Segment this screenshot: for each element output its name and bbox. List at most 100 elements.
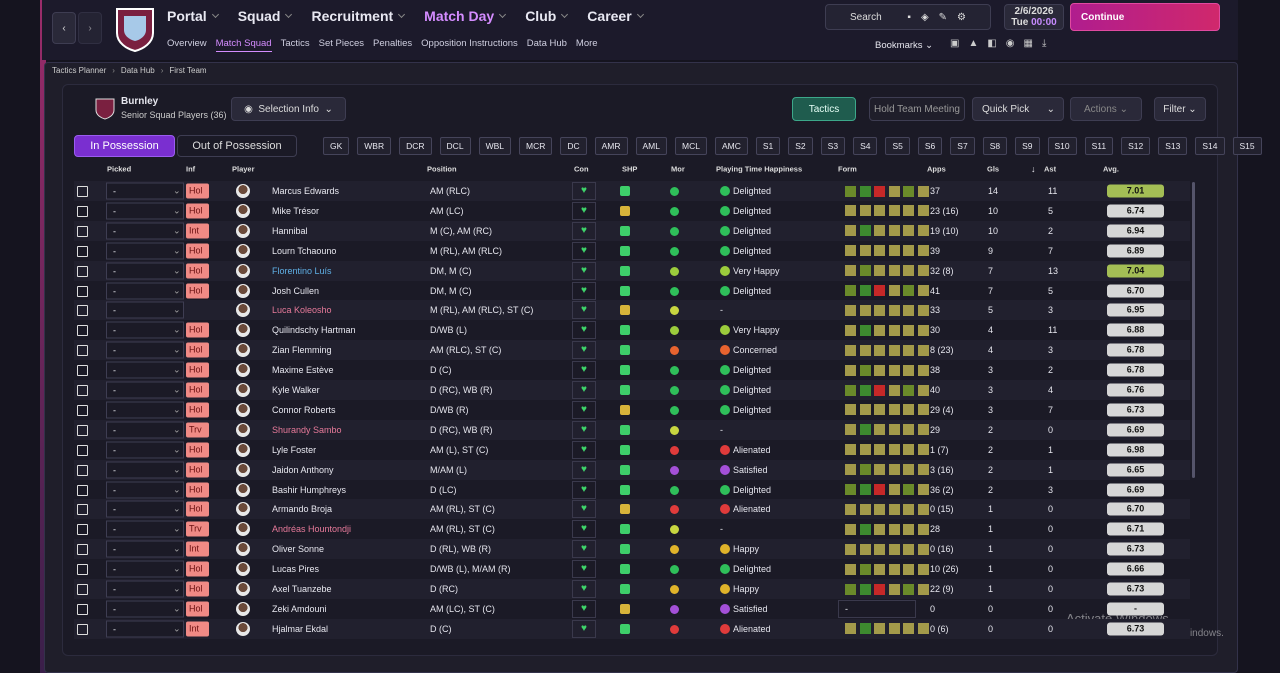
column-header[interactable]: Mor [671,164,685,174]
quick-pick-button[interactable]: Quick Pick ⌄ [972,97,1064,121]
player-name[interactable]: Lourn Tchaouno [272,245,337,256]
picked-dropdown[interactable]: - [106,321,184,339]
column-header[interactable]: Picked [107,164,132,174]
player-name[interactable]: Mike Trésor [272,205,320,216]
picked-dropdown[interactable]: - [106,520,184,538]
row-checkbox[interactable] [77,385,88,396]
sub-nav-item[interactable]: Opposition Instructions [421,38,518,49]
picked-dropdown[interactable]: - [106,222,184,240]
column-header[interactable]: Player [232,164,255,174]
row-checkbox[interactable] [77,484,88,496]
column-header[interactable]: Gls [987,164,1000,174]
position-button[interactable]: S4 [853,137,878,155]
player-name[interactable]: Oliver Sonne [272,544,325,555]
player-name[interactable]: Hjalmar Ekdal [272,623,329,634]
row-checkbox[interactable] [77,245,88,257]
position-button[interactable]: S6 [917,137,943,155]
row-checkbox[interactable] [77,603,88,615]
nav-item[interactable]: Club [525,8,569,24]
player-name[interactable]: Josh Cullen [272,285,320,296]
picked-dropdown[interactable]: - [106,500,184,518]
row-checkbox[interactable] [77,464,88,476]
picked-dropdown[interactable]: - [106,580,184,598]
filter-button[interactable]: Filter ⌄ [1154,97,1206,121]
sub-nav-item[interactable]: More [575,38,598,49]
position-button[interactable]: S9 [1015,137,1040,155]
player-name[interactable]: Andréas Hountondji [272,524,352,535]
player-name[interactable]: Quilindschy Hartman [272,325,356,336]
sub-nav-item[interactable]: Tactics [280,38,310,49]
picked-dropdown[interactable]: - [106,182,184,200]
row-checkbox[interactable] [77,345,88,357]
position-button[interactable]: GK [323,137,350,155]
out-possession-tab[interactable]: Out of Possession [177,135,297,157]
picked-dropdown[interactable]: - [106,461,184,479]
position-button[interactable]: S15 [1232,137,1262,155]
row-checkbox[interactable] [77,305,88,317]
player-name[interactable]: Marcus Edwards [272,186,340,196]
row-checkbox[interactable] [77,225,88,237]
position-button[interactable]: MCL [675,137,707,155]
position-button[interactable]: DCR [399,137,432,155]
picked-dropdown[interactable]: - [106,381,184,399]
column-header[interactable]: Avg. [1103,164,1119,174]
nav-item[interactable]: Match Day [424,8,507,24]
picked-dropdown[interactable]: - [106,481,184,498]
row-checkbox[interactable] [77,424,88,436]
picked-dropdown[interactable]: - [106,560,184,578]
sub-nav-item[interactable]: Overview [167,38,207,49]
row-checkbox[interactable] [77,265,88,277]
player-name[interactable]: Jaidon Anthony [272,464,334,475]
row-checkbox[interactable] [77,444,88,456]
player-name[interactable]: Florentino Luís [272,265,332,276]
sub-nav-item[interactable]: Data Hub [526,38,567,49]
position-button[interactable]: S12 [1121,137,1151,155]
player-name[interactable]: Lyle Foster [272,444,317,455]
position-button[interactable]: S7 [950,137,975,155]
picked-dropdown[interactable]: - [106,600,184,618]
nav-item[interactable]: Portal [167,8,219,24]
picked-dropdown[interactable]: - [106,301,184,319]
position-button[interactable]: AMC [714,137,748,155]
player-name[interactable]: Kyle Walker [272,385,320,395]
position-button[interactable]: WBR [357,137,392,155]
selection-info-button[interactable]: ◉ Selection Info ⌄ [231,97,346,121]
row-checkbox[interactable] [77,504,88,516]
position-button[interactable]: S14 [1195,137,1225,155]
continue-button[interactable]: Continue [1070,3,1220,31]
column-header[interactable]: Inf [186,164,196,174]
picked-dropdown[interactable]: - [106,421,184,439]
position-button[interactable]: S8 [982,137,1008,155]
picked-dropdown[interactable]: - [106,401,184,419]
bookmarks[interactable]: Bookmarks ⌄ [875,40,934,51]
row-checkbox[interactable] [77,544,88,556]
column-header[interactable]: SHP [622,164,638,174]
sub-nav-item[interactable]: Set Pieces [318,38,365,49]
position-button[interactable]: MCR [518,137,553,155]
row-checkbox[interactable] [77,623,88,635]
nav-item[interactable]: Recruitment [311,8,406,24]
player-name[interactable]: Zian Flemming [272,345,332,356]
position-button[interactable]: AML [635,137,667,155]
team-meeting-button[interactable]: Hold Team Meeting [869,97,965,121]
position-button[interactable]: DC [560,137,587,155]
picked-dropdown[interactable]: - [106,262,184,280]
column-header[interactable]: Playing Time Happiness [716,164,803,174]
row-checkbox[interactable] [77,584,88,595]
picked-dropdown[interactable]: - [106,361,184,379]
position-button[interactable]: S1 [755,137,781,155]
player-name[interactable]: Bashir Humphreys [272,484,347,495]
row-checkbox[interactable] [77,285,88,297]
row-checkbox[interactable] [77,325,88,337]
row-checkbox[interactable] [77,404,88,416]
column-header[interactable]: Ast [1044,164,1057,174]
column-header[interactable]: Form [838,164,857,174]
in-possession-tab[interactable]: In Possession [74,135,175,157]
player-name[interactable]: Hannibal [272,225,308,236]
position-button[interactable]: AMR [594,137,628,155]
nav-item[interactable]: Squad [238,8,293,24]
player-name[interactable]: Armando Broja [272,504,333,515]
picked-dropdown[interactable]: - [106,620,184,638]
picked-dropdown[interactable]: - [106,202,184,220]
date-box[interactable]: 2/6/2026 Tue 00:00 [1004,4,1064,30]
